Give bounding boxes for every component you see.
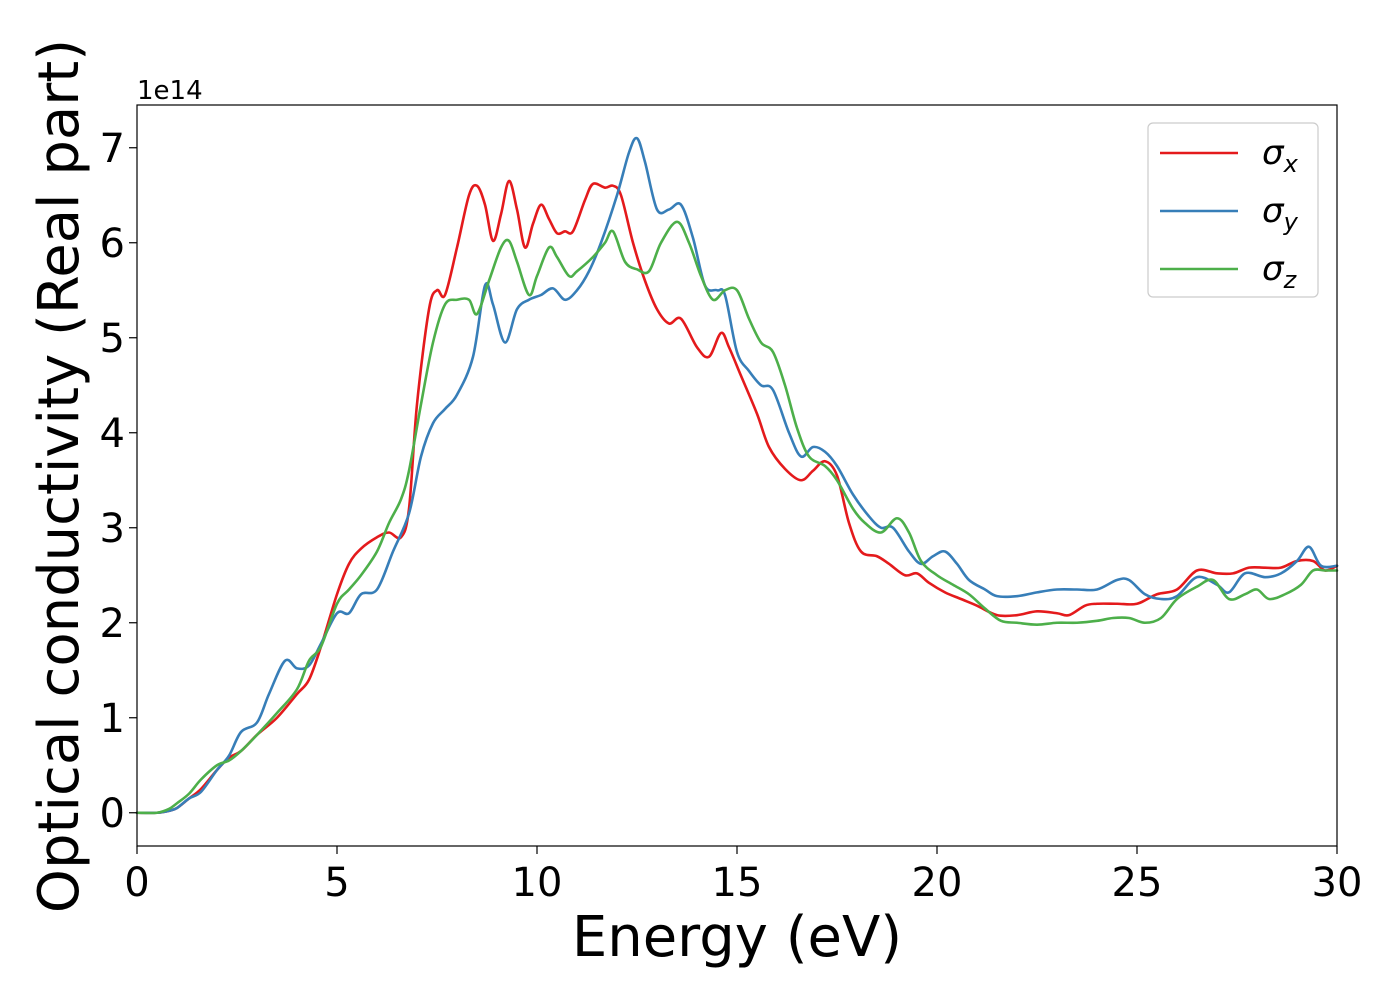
y-tick-label: 7 (100, 126, 125, 172)
x-axis-title: Energy (eV) (572, 905, 902, 970)
series-line-y (135, 136, 1339, 815)
y-offset-label: 1e14 (137, 76, 203, 106)
x-tick-label: 10 (512, 860, 563, 906)
x-tick-label: 30 (1312, 860, 1363, 906)
y-axis: 0 1 2 3 4 5 6 7 (100, 126, 137, 837)
y-tick-label: 2 (100, 601, 125, 647)
legend-label-z: σz (1262, 249, 1298, 294)
series-line-x (135, 179, 1339, 815)
legend-label-y: σy (1262, 191, 1299, 236)
x-tick-label: 20 (912, 860, 963, 906)
x-tick-label: 0 (124, 860, 149, 906)
series-line-z (135, 220, 1339, 815)
y-tick-label: 4 (100, 411, 125, 457)
x-tick-label: 15 (712, 860, 763, 906)
legend-subscript: y (1283, 208, 1299, 236)
legend-symbol: σ (1262, 249, 1285, 289)
y-tick-label: 3 (100, 506, 125, 552)
y-tick-label: 5 (100, 316, 125, 362)
legend-subscript: z (1283, 266, 1298, 294)
y-tick-label: 0 (100, 791, 125, 837)
y-tick-label: 6 (100, 221, 125, 267)
legend-symbol: σ (1262, 133, 1285, 173)
x-tick-label: 5 (324, 860, 349, 906)
x-axis: 0 5 10 15 20 25 30 (124, 846, 1362, 906)
y-tick-label: 1 (100, 696, 125, 742)
plot-lines (135, 136, 1339, 815)
x-tick-label: 25 (1112, 860, 1163, 906)
legend-label-x: σx (1262, 133, 1299, 178)
y-axis-title: Optical conductivity (Real part) (27, 39, 92, 913)
legend-symbol: σ (1262, 191, 1285, 231)
legend-subscript: x (1283, 150, 1299, 178)
